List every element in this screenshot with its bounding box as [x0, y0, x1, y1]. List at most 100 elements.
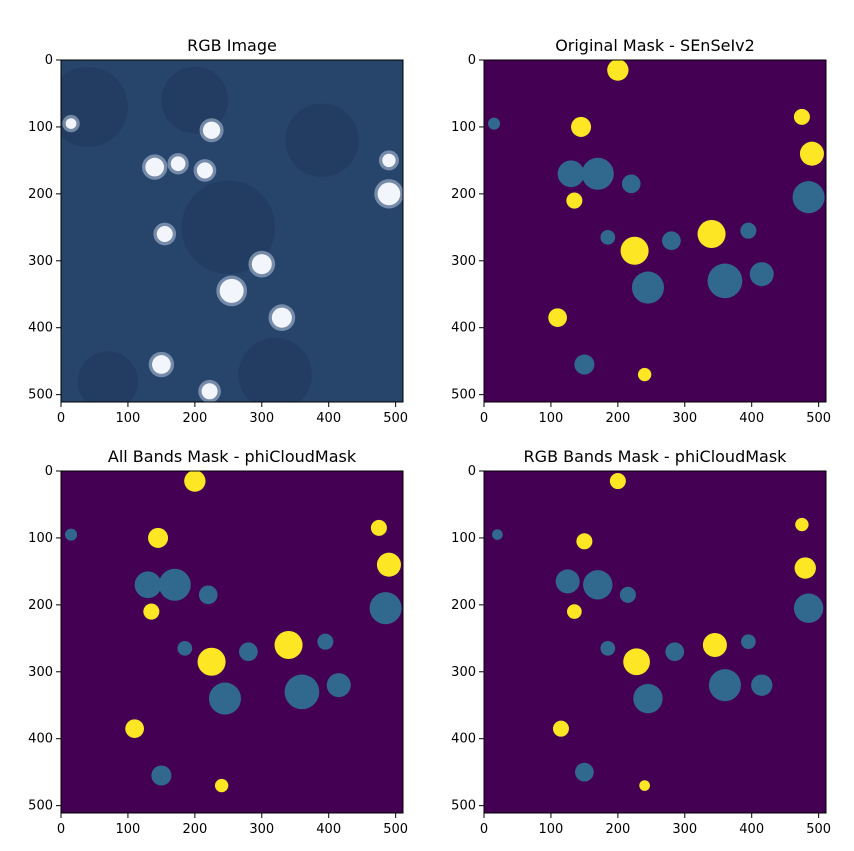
dark-patch	[285, 103, 359, 178]
mask-background	[484, 471, 826, 813]
mask-region-class-1	[239, 642, 258, 662]
y-tick-label: 200	[28, 187, 53, 202]
dark-patch	[238, 337, 312, 402]
mask-region-class-1	[581, 157, 614, 190]
y-tick-label: 400	[28, 321, 53, 336]
mask-region-class-1	[633, 683, 663, 714]
mask-region-class-1	[707, 263, 743, 299]
mask-region-class-1	[600, 641, 616, 656]
x-tick-label: 100	[539, 411, 564, 426]
y-tick-label: 400	[451, 321, 476, 336]
mask-region-class-1	[574, 354, 595, 375]
mask-region-class-2	[609, 473, 626, 490]
y-tick-label: 100	[28, 531, 53, 546]
mask-region-class-1	[369, 592, 402, 625]
mask-region-class-2	[702, 632, 727, 658]
mask-region-class-2	[125, 719, 144, 739]
mask-region-class-1	[555, 569, 580, 594]
cloud	[152, 355, 171, 374]
mask-region-class-1	[621, 174, 641, 194]
mask-region-class-2	[552, 720, 569, 737]
image-background	[61, 60, 403, 402]
mask-region-class-1	[177, 641, 193, 656]
panel-title: RGB Image	[187, 36, 277, 55]
x-tick-label: 500	[383, 822, 408, 837]
mask-region-class-2	[697, 219, 726, 249]
x-tick-label: 300	[672, 411, 697, 426]
x-tick-label: 400	[739, 411, 764, 426]
plot-frame	[483, 470, 827, 814]
mask-region-class-1	[575, 762, 594, 782]
mask-region-class-1	[600, 230, 616, 245]
panel-title: Original Mask - SEnSeIv2	[555, 36, 755, 55]
mask-region-class-2	[623, 648, 650, 676]
image-layer	[484, 471, 826, 813]
mask-region-class-1	[793, 593, 824, 623]
panel-4: RGB Bands Mask - phiCloudMask 0 100 200 300 4…	[451, 447, 831, 837]
x-tick-label: 500	[383, 411, 408, 426]
y-tick-label: 300	[28, 665, 53, 680]
image-layer	[61, 471, 403, 813]
y-tick-label: 400	[451, 732, 476, 747]
panel-2: Original Mask - SEnSeIv2 0 100 200 300 400 500…	[451, 36, 831, 426]
y-tick-label: 0	[45, 53, 53, 68]
image-layer	[61, 60, 403, 402]
mask-region-class-2	[607, 60, 629, 81]
mask-region-class-2	[548, 308, 567, 328]
x-tick-label: 300	[249, 822, 274, 837]
dark-patch	[61, 66, 128, 147]
x-tick-label: 400	[316, 822, 341, 837]
mask-region-class-1	[740, 222, 757, 239]
mask-region-class-2	[576, 533, 593, 550]
mask-region-class-2	[184, 471, 206, 492]
dark-patch	[77, 351, 138, 402]
mask-region-class-1	[662, 231, 681, 251]
mask-region-class-2	[370, 519, 387, 536]
y-tick-label: 500	[451, 799, 476, 814]
x-tick-label: 0	[57, 822, 65, 837]
plot-frame	[483, 59, 827, 403]
y-tick-label: 100	[28, 120, 53, 135]
y-tick-label: 500	[28, 799, 53, 814]
mask-region-class-2	[148, 527, 169, 548]
y-tick-label: 0	[468, 464, 476, 479]
y-tick-label: 300	[28, 254, 53, 269]
mask-region-class-1	[583, 570, 613, 600]
mask-region-class-1	[619, 586, 636, 603]
y-tick-label: 400	[28, 732, 53, 747]
panel-3: All Bands Mask - phiCloudMask 0 100 200 300 4…	[28, 447, 408, 837]
x-tick-label: 100	[116, 411, 141, 426]
cloud	[271, 307, 292, 328]
mask-region-class-1	[317, 633, 334, 650]
cloud	[202, 121, 221, 139]
y-tick-label: 200	[28, 598, 53, 613]
y-tick-label: 0	[468, 53, 476, 68]
dark-patch	[161, 66, 229, 134]
image-layer	[484, 60, 826, 402]
cloud	[201, 383, 218, 400]
x-tick-label: 100	[539, 822, 564, 837]
mask-region-class-2	[143, 603, 160, 620]
mask-background	[484, 60, 826, 402]
mask-region-class-2	[639, 780, 650, 791]
mask-background	[61, 471, 403, 813]
y-tick-label: 500	[28, 388, 53, 403]
y-tick-label: 300	[451, 665, 476, 680]
mask-region-class-1	[492, 529, 503, 540]
mask-region-class-1	[488, 117, 501, 130]
mask-region-class-1	[158, 568, 191, 601]
x-tick-label: 300	[672, 822, 697, 837]
mask-region-class-1	[151, 765, 172, 786]
x-tick-label: 500	[806, 822, 831, 837]
plot-frame	[60, 59, 404, 403]
y-tick-label: 200	[451, 187, 476, 202]
x-tick-label: 500	[806, 411, 831, 426]
mask-region-class-2	[567, 604, 582, 619]
cloud	[196, 162, 213, 179]
cloud	[170, 156, 186, 172]
mask-region-class-1	[631, 271, 665, 304]
mask-region-class-1	[751, 674, 773, 696]
mask-region-class-2	[793, 108, 810, 125]
mask-region-class-1	[708, 669, 741, 702]
mask-region-class-2	[794, 557, 816, 579]
